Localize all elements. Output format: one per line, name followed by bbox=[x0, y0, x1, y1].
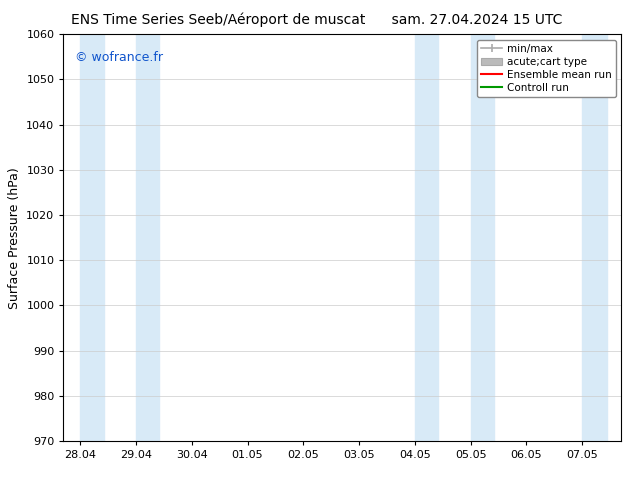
Bar bbox=[136, 34, 159, 441]
Bar bbox=[80, 34, 103, 441]
Y-axis label: Surface Pressure (hPa): Surface Pressure (hPa) bbox=[8, 167, 21, 309]
Text: ENS Time Series Seeb/Aéroport de muscat      sam. 27.04.2024 15 UTC: ENS Time Series Seeb/Aéroport de muscat … bbox=[71, 12, 563, 27]
Legend: min/max, acute;cart type, Ensemble mean run, Controll run: min/max, acute;cart type, Ensemble mean … bbox=[477, 40, 616, 97]
Bar bbox=[415, 34, 438, 441]
Bar bbox=[470, 34, 494, 441]
Text: © wofrance.fr: © wofrance.fr bbox=[75, 50, 162, 64]
Bar bbox=[582, 34, 607, 441]
